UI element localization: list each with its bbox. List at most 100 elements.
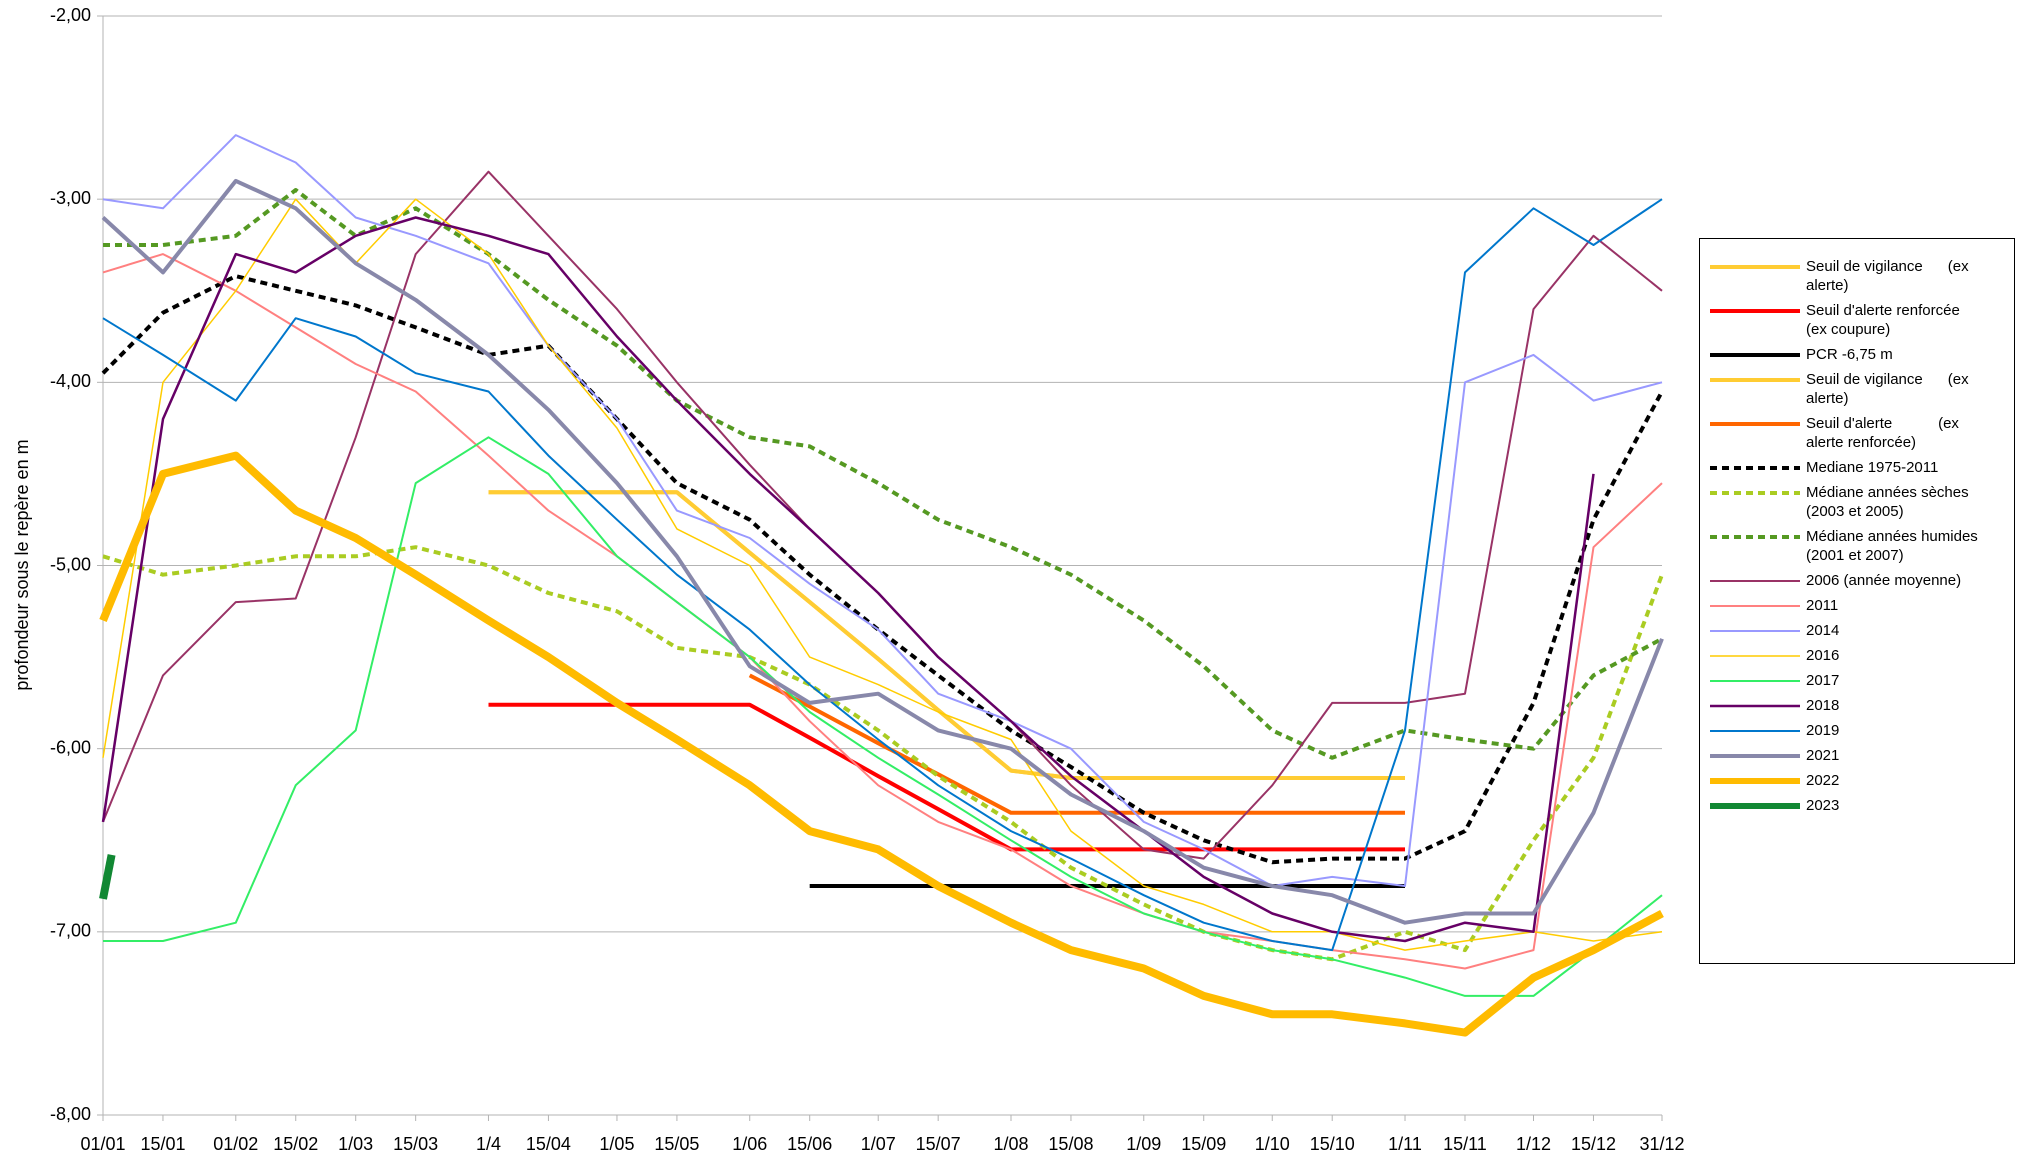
series-line (102, 134, 1663, 887)
legend-item: Médiane années sèches (2003 et 2005) (1706, 483, 2008, 521)
legend: Seuil de vigilance (ex alerte) Seuil d'al… (1699, 238, 2015, 964)
legend-swatch (1710, 730, 1800, 732)
legend-swatch (1710, 754, 1800, 758)
x-tick-label: 15/09 (1181, 1134, 1226, 1154)
legend-swatch (1710, 466, 1800, 470)
x-tick-label: 15/03 (393, 1134, 438, 1154)
legend-swatch (1710, 422, 1800, 426)
legend-swatch (1710, 580, 1800, 582)
x-tick-label: 15/04 (526, 1134, 571, 1154)
legend-label: Médiane années sèches (2003 et 2005) (1806, 484, 1973, 520)
legend-item: Mediane 1975-2011 (1706, 458, 2008, 477)
x-tick-label: 15/07 (916, 1134, 961, 1154)
legend-item: 2011 (1706, 596, 2008, 615)
series-line (99, 854, 116, 900)
legend-label: 2014 (1806, 622, 1840, 639)
legend-item: 2006 (année moyenne) (1706, 571, 2008, 590)
series-line (101, 216, 1595, 943)
legend-item: 2021 (1706, 746, 2008, 765)
y-tick-label: -3,00 (50, 188, 91, 208)
x-tick-label: 01/01 (80, 1134, 125, 1154)
legend-swatch (1710, 353, 1800, 357)
legend-swatch (1710, 491, 1800, 495)
x-tick-label: 01/02 (213, 1134, 258, 1154)
x-tick-label: 1/4 (476, 1134, 501, 1154)
series-line (99, 451, 1664, 1037)
legend-item: 2017 (1706, 671, 2008, 690)
legend-label: PCR -6,75 m (1806, 346, 1893, 363)
x-tick-label: 1/12 (1516, 1134, 1551, 1154)
legend-label: 2017 (1806, 672, 1840, 689)
legend-swatch (1710, 704, 1800, 708)
legend-label: Médiane années humides (2001 et 2007) (1806, 528, 1982, 564)
chart: profondeur sous le repère en m -2,00 -3,0… (12, 5, 1685, 1154)
legend-item: Seuil d'alerte renforcée (ex coupure) (1706, 301, 2008, 339)
y-tick-label: -5,00 (50, 554, 91, 574)
series-line (102, 198, 1663, 952)
y-tick-label: -6,00 (50, 737, 91, 757)
legend-swatch (1710, 605, 1800, 607)
x-tick-label: 1/06 (732, 1134, 767, 1154)
legend-item: Seuil d'alerte (ex alerte renforcée) (1706, 414, 2008, 452)
x-tick-label: 15/02 (273, 1134, 318, 1154)
x-tick-label: 15/10 (1310, 1134, 1355, 1154)
x-tick-label: 15/08 (1048, 1134, 1093, 1154)
legend-swatch (1710, 309, 1800, 313)
x-tick-label: 15/12 (1571, 1134, 1616, 1154)
x-tick-label: 15/05 (654, 1134, 699, 1154)
legend-item: Médiane années humides (2001 et 2007) (1706, 527, 2008, 565)
x-tick-label: 1/07 (861, 1134, 896, 1154)
legend-item: 2023 (1706, 796, 2008, 815)
series-line (488, 702, 1405, 852)
legend-swatch (1710, 680, 1800, 682)
series-line (748, 673, 1405, 815)
x-tick-label: 31/12 (1639, 1134, 1684, 1154)
legend-label: Seuil de vigilance (ex alerte) (1806, 371, 1973, 407)
x-tick-label: 1/09 (1126, 1134, 1161, 1154)
legend-swatch (1710, 778, 1800, 784)
x-tick-label: 15/06 (787, 1134, 832, 1154)
legend-item: 2014 (1706, 621, 2008, 640)
legend-item: 2019 (1706, 721, 2008, 740)
y-tick-label: -4,00 (50, 371, 91, 391)
legend-label: 2023 (1806, 797, 1840, 814)
series-line (102, 253, 1663, 970)
legend-label: Mediane 1975-2011 (1806, 459, 1939, 476)
legend-item: Seuil de vigilance (ex alerte) (1706, 257, 2008, 295)
y-axis-label: profondeur sous le repère en m (12, 439, 32, 690)
series-line (488, 490, 1405, 780)
series-line (103, 188, 1663, 760)
legend-item: 2022 (1706, 771, 2008, 790)
legend-label: 2011 (1806, 597, 1839, 614)
legend-swatch (1710, 265, 1800, 269)
series-line (102, 545, 1664, 962)
series-line (488, 490, 1405, 780)
legend-item: 2016 (1706, 646, 2008, 665)
legend-item: PCR -6,75 m (1706, 345, 2008, 364)
y-tick-label: -2,00 (50, 5, 91, 25)
legend-label: Seuil d'alerte renforcée (ex coupure) (1806, 302, 1989, 338)
legend-label: 2021 (1806, 747, 1840, 764)
legend-swatch (1710, 378, 1800, 382)
legend-swatch (1710, 803, 1800, 809)
legend-label: 2018 (1806, 697, 1840, 714)
legend-label: 2019 (1806, 722, 1840, 739)
series-line (101, 178, 1664, 925)
legend-item: Seuil de vigilance (ex alerte) (1706, 370, 2008, 408)
x-tick-label: 15/11 (1443, 1134, 1487, 1154)
legend-item: 2018 (1706, 696, 2008, 715)
legend-swatch (1710, 535, 1800, 539)
x-tick-label: 1/03 (338, 1134, 373, 1154)
y-tick-label: -8,00 (50, 1104, 91, 1124)
legend-label: 2022 (1806, 772, 1840, 789)
x-tick-label: 1/11 (1388, 1134, 1422, 1154)
x-tick-label: 1/10 (1255, 1134, 1290, 1154)
series-line (102, 170, 1663, 860)
y-tick-label: -7,00 (50, 921, 91, 941)
series-line (101, 274, 1664, 865)
x-tick-label: 15/01 (140, 1134, 185, 1154)
series-line (103, 436, 1663, 997)
legend-label: 2006 (année moyenne) (1806, 572, 1962, 589)
legend-swatch (1710, 630, 1800, 632)
